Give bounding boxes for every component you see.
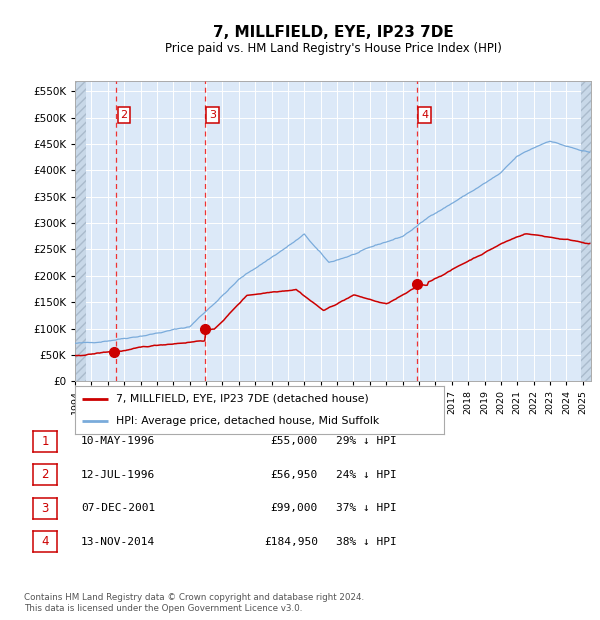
Text: 4: 4 [421,110,428,120]
Text: £55,000: £55,000 [271,436,318,446]
Bar [75,81,86,381]
Text: 12-JUL-1996: 12-JUL-1996 [81,470,155,480]
Text: 1: 1 [41,435,49,448]
Text: 2: 2 [121,110,128,120]
Text: 07-DEC-2001: 07-DEC-2001 [81,503,155,513]
Text: £184,950: £184,950 [264,537,318,547]
Text: Price paid vs. HM Land Registry's House Price Index (HPI): Price paid vs. HM Land Registry's House … [164,42,502,55]
Text: 24% ↓ HPI: 24% ↓ HPI [336,470,397,480]
Bar [581,81,591,381]
Text: 3: 3 [209,110,216,120]
Text: 10-MAY-1996: 10-MAY-1996 [81,436,155,446]
Text: 13-NOV-2014: 13-NOV-2014 [81,537,155,547]
Text: £56,950: £56,950 [271,470,318,480]
Text: £99,000: £99,000 [271,503,318,513]
Text: 7, MILLFIELD, EYE, IP23 7DE (detached house): 7, MILLFIELD, EYE, IP23 7DE (detached ho… [116,394,368,404]
Text: 3: 3 [41,502,49,515]
Text: 7, MILLFIELD, EYE, IP23 7DE: 7, MILLFIELD, EYE, IP23 7DE [212,25,454,40]
Text: Contains HM Land Registry data © Crown copyright and database right 2024.
This d: Contains HM Land Registry data © Crown c… [24,593,364,613]
Text: 29% ↓ HPI: 29% ↓ HPI [336,436,397,446]
Text: HPI: Average price, detached house, Mid Suffolk: HPI: Average price, detached house, Mid … [116,416,379,426]
Text: 2: 2 [41,469,49,481]
Text: 37% ↓ HPI: 37% ↓ HPI [336,503,397,513]
Text: 4: 4 [41,536,49,548]
Text: 38% ↓ HPI: 38% ↓ HPI [336,537,397,547]
